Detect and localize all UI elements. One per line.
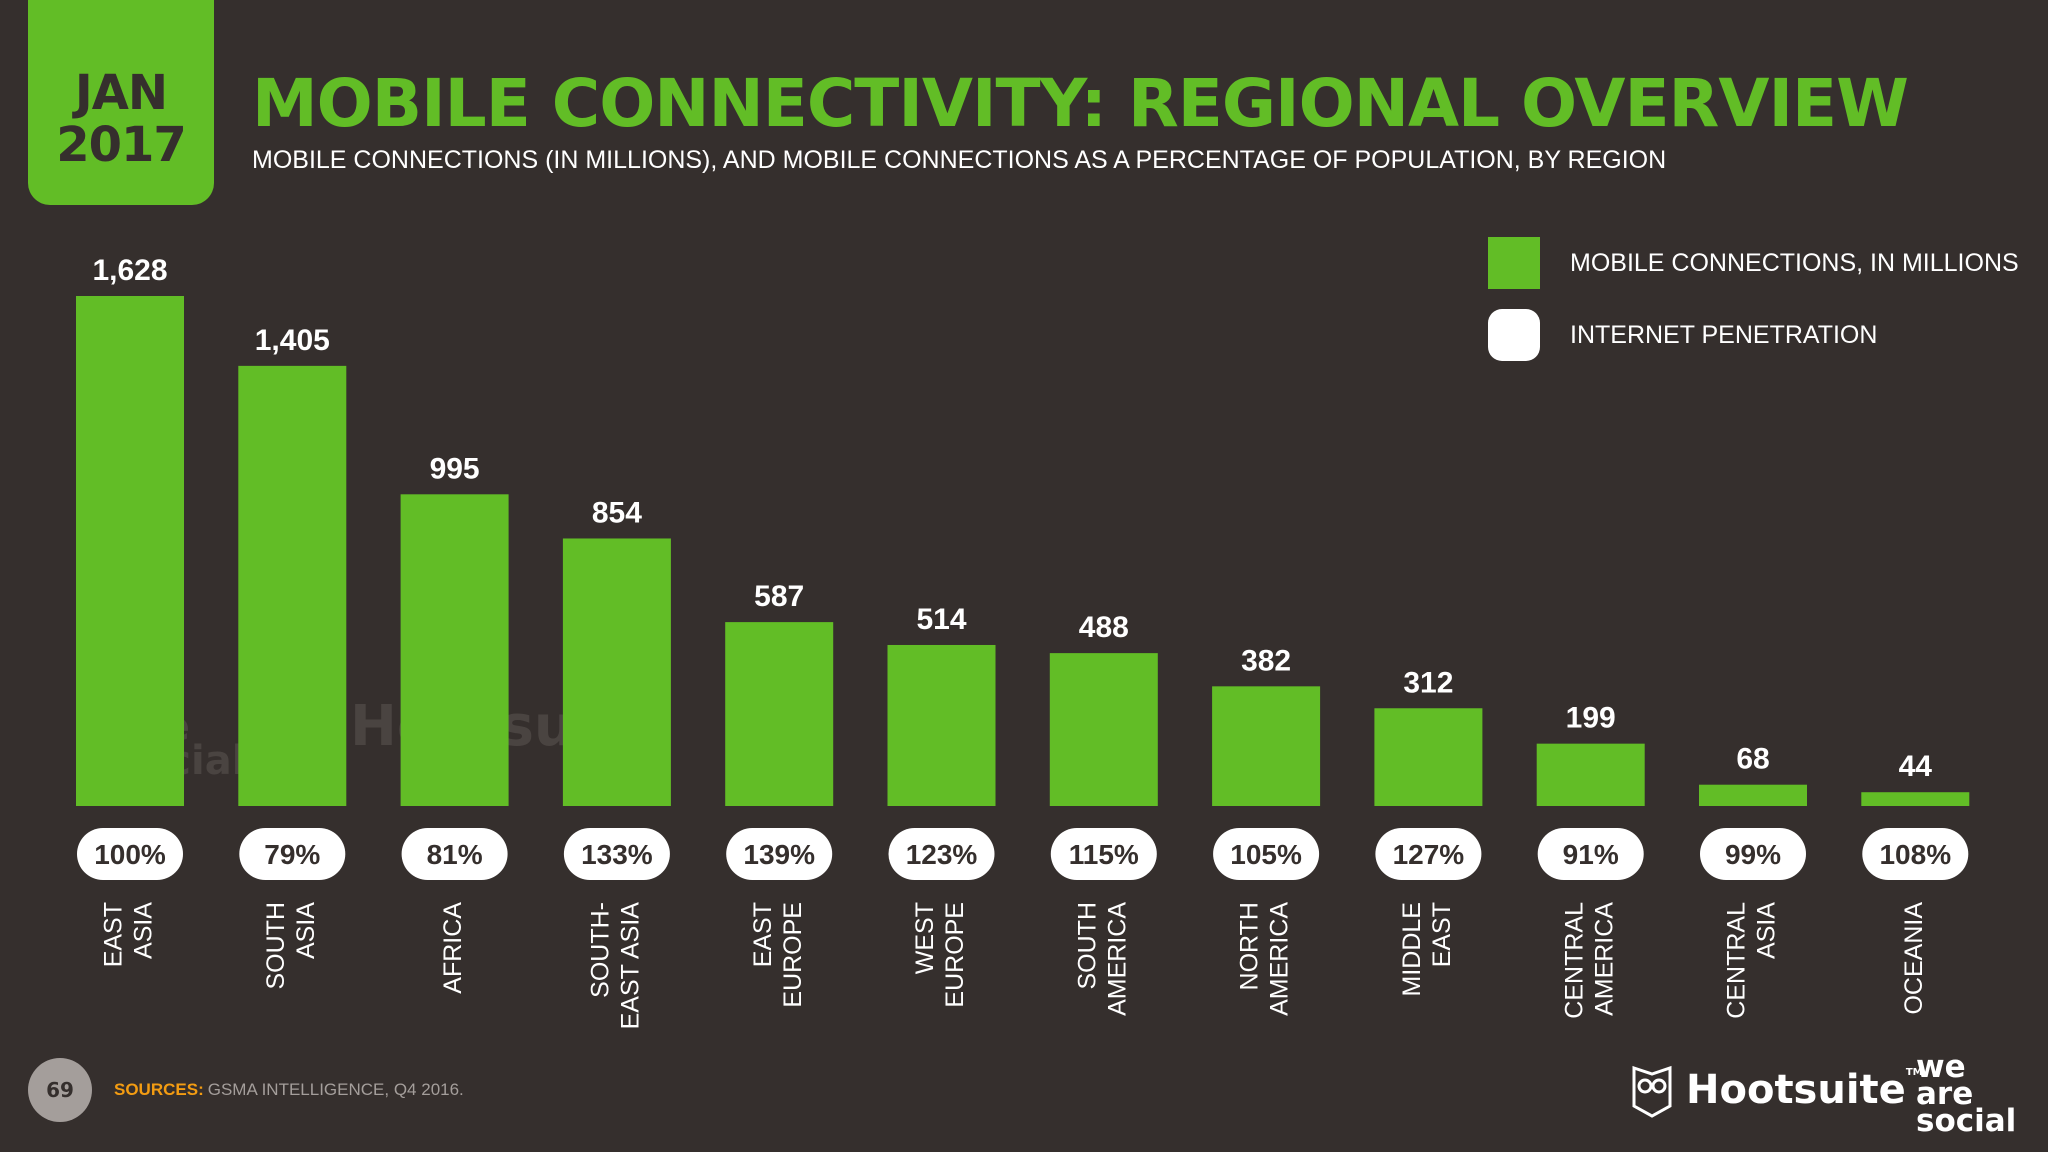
bar bbox=[725, 622, 834, 806]
category-label: EAST bbox=[749, 902, 777, 967]
category-label: AMERICA bbox=[1103, 902, 1131, 1016]
legend-swatch-green bbox=[1488, 237, 1540, 289]
bar-value-label: 382 bbox=[1241, 644, 1291, 677]
bar-value-label: 587 bbox=[754, 580, 804, 613]
penetration-label: 79% bbox=[264, 839, 320, 870]
category-label: WEST bbox=[911, 902, 939, 974]
bar-value-label: 854 bbox=[592, 496, 642, 529]
page-number: 69 bbox=[28, 1058, 92, 1122]
legend-item-penetration: INTERNET PENETRATION bbox=[1488, 308, 2019, 362]
penetration-label: 139% bbox=[743, 839, 815, 870]
date-badge: JAN 2017 bbox=[28, 0, 214, 205]
bar bbox=[1536, 743, 1645, 806]
penetration-pill bbox=[726, 828, 833, 880]
date-month: JAN bbox=[74, 65, 168, 121]
legend-label-penetration: INTERNET PENETRATION bbox=[1570, 320, 1878, 349]
category-label: SOUTH- bbox=[587, 902, 615, 998]
chart-legend: MOBILE CONNECTIONS, IN MILLIONS INTERNET… bbox=[1488, 236, 2019, 380]
bar-value-label: 1,405 bbox=[255, 324, 330, 357]
bar-value-label: 1,628 bbox=[92, 254, 167, 287]
penetration-label: 123% bbox=[906, 839, 978, 870]
owl-icon bbox=[1632, 1065, 1672, 1118]
penetration-pill bbox=[401, 828, 508, 880]
penetration-pill bbox=[1375, 828, 1482, 880]
bar bbox=[562, 538, 671, 806]
penetration-pill bbox=[1537, 828, 1644, 880]
penetration-label: 115% bbox=[1069, 839, 1139, 870]
category-label: AFRICA bbox=[439, 902, 467, 994]
category-label: EAST ASIA bbox=[617, 902, 645, 1030]
category-label: OCEANIA bbox=[1900, 902, 1928, 1015]
legend-swatch-white bbox=[1488, 309, 1540, 361]
bar bbox=[1212, 686, 1321, 806]
penetration-label: 127% bbox=[1393, 839, 1465, 870]
hootsuite-wordmark: Hootsuite bbox=[1686, 1067, 1906, 1113]
penetration-pill bbox=[888, 828, 995, 880]
category-label: SOUTH bbox=[1073, 902, 1101, 990]
page-subtitle: MOBILE CONNECTIONS (IN MILLIONS), AND MO… bbox=[252, 146, 1667, 174]
bar bbox=[1699, 784, 1807, 806]
category-label: ASIA bbox=[1753, 902, 1781, 959]
bar bbox=[76, 296, 184, 806]
category-label: AMERICA bbox=[1266, 902, 1294, 1016]
sources-note: SOURCES: GSMA INTELLIGENCE, Q4 2016. bbox=[114, 1080, 464, 1100]
category-label: CENTRAL bbox=[1560, 902, 1588, 1019]
bar-value-label: 199 bbox=[1566, 702, 1616, 735]
bar bbox=[887, 644, 996, 806]
penetration-pill bbox=[239, 828, 346, 880]
logo-are: are bbox=[1916, 1076, 1974, 1112]
penetration-label: 108% bbox=[1879, 839, 1951, 870]
hootsuite-logo: HootsuiteTM bbox=[1630, 1062, 1923, 1118]
bar bbox=[400, 494, 509, 806]
bar-value-label: 312 bbox=[1403, 666, 1453, 699]
category-label: AMERICA bbox=[1590, 902, 1618, 1016]
penetration-pill bbox=[1700, 828, 1806, 880]
penetration-pill bbox=[563, 828, 670, 880]
logo-we: we bbox=[1916, 1049, 1966, 1085]
hootsuite-tm: TM bbox=[1905, 1067, 1923, 1078]
legend-label-connections: MOBILE CONNECTIONS, IN MILLIONS bbox=[1570, 248, 2019, 277]
sources-key: SOURCES: bbox=[114, 1080, 204, 1099]
bar bbox=[1049, 653, 1158, 806]
bar-value-label: 514 bbox=[916, 603, 966, 636]
category-label: EUROPE bbox=[941, 902, 969, 1008]
we-are-social-logo: we are social bbox=[1916, 1049, 2017, 1139]
penetration-label: 81% bbox=[427, 839, 483, 870]
penetration-label: 91% bbox=[1563, 839, 1619, 870]
category-label: CENTRAL bbox=[1723, 902, 1751, 1019]
penetration-label: 105% bbox=[1230, 839, 1302, 870]
penetration-pill bbox=[1213, 828, 1320, 880]
bar bbox=[1374, 708, 1483, 806]
penetration-label: 133% bbox=[581, 839, 653, 870]
category-label: ASIA bbox=[130, 902, 158, 959]
category-label: ASIA bbox=[292, 902, 320, 959]
logo-social: social bbox=[1916, 1103, 2017, 1139]
bar-value-label: 488 bbox=[1079, 611, 1129, 644]
penetration-label: 99% bbox=[1725, 839, 1781, 870]
category-label: EUROPE bbox=[779, 902, 807, 1008]
page-title: MOBILE CONNECTIVITY: REGIONAL OVERVIEW bbox=[252, 65, 1909, 142]
sources-text: GSMA INTELLIGENCE, Q4 2016. bbox=[207, 1080, 464, 1099]
penetration-pill bbox=[1862, 828, 1969, 880]
category-label: EAST bbox=[100, 902, 128, 967]
category-label: SOUTH bbox=[262, 902, 290, 990]
bar bbox=[1861, 792, 1970, 806]
bar-value-label: 995 bbox=[430, 452, 480, 485]
date-year: 2017 bbox=[56, 117, 187, 173]
category-label: EAST bbox=[1428, 902, 1456, 967]
penetration-label: 100% bbox=[94, 839, 166, 870]
category-label: MIDDLE bbox=[1398, 902, 1426, 996]
bar bbox=[238, 365, 347, 806]
penetration-pill bbox=[77, 828, 183, 880]
legend-item-connections: MOBILE CONNECTIONS, IN MILLIONS bbox=[1488, 236, 2019, 290]
penetration-pill bbox=[1050, 828, 1157, 880]
bar-value-label: 68 bbox=[1736, 743, 1769, 776]
bar-value-label: 44 bbox=[1899, 750, 1933, 783]
category-label: NORTH bbox=[1236, 902, 1264, 990]
